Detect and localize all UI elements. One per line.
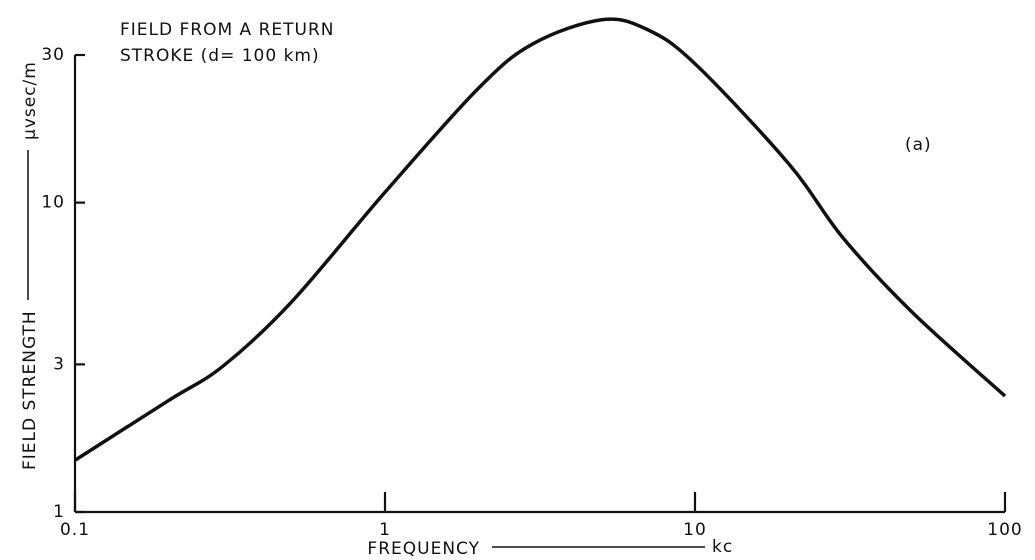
x-tick-label: 0.1 xyxy=(60,520,90,540)
y-tick-label: 1 xyxy=(53,502,65,522)
chart-title: FIELD FROM A RETURN xyxy=(120,20,334,40)
x-tick-label: 1 xyxy=(379,520,391,540)
annotation: (a) xyxy=(905,135,932,155)
y-tick-label: 3 xyxy=(53,354,65,374)
y-tick-label: 30 xyxy=(41,45,65,65)
chart-title: STROKE (d= 100 km) xyxy=(120,46,320,66)
x-axis-unit: kc xyxy=(712,537,733,557)
y-axis-unit: μvsec/m xyxy=(20,61,40,140)
y-axis-label: FIELD STRENGTH xyxy=(20,310,40,470)
x-axis-label: FREQUENCY xyxy=(367,539,480,559)
curve xyxy=(74,17,1007,462)
x-tick-label: 100 xyxy=(987,520,1022,540)
y-tick-label: 10 xyxy=(41,193,65,213)
x-tick-label: 10 xyxy=(683,520,707,540)
